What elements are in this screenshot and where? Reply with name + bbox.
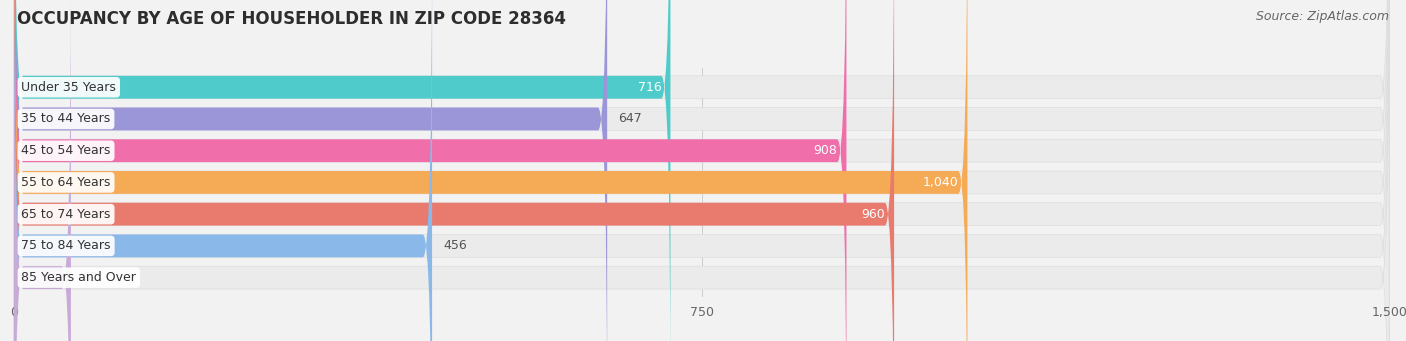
Text: 456: 456 — [443, 239, 467, 252]
Text: 65 to 74 Years: 65 to 74 Years — [21, 208, 111, 221]
FancyBboxPatch shape — [14, 0, 967, 341]
Text: 62: 62 — [82, 271, 97, 284]
Text: 716: 716 — [637, 81, 661, 94]
FancyBboxPatch shape — [14, 0, 671, 341]
Text: 960: 960 — [862, 208, 884, 221]
Text: 55 to 64 Years: 55 to 64 Years — [21, 176, 111, 189]
FancyBboxPatch shape — [14, 0, 846, 341]
FancyBboxPatch shape — [14, 0, 607, 341]
Text: 75 to 84 Years: 75 to 84 Years — [21, 239, 111, 252]
FancyBboxPatch shape — [14, 0, 1389, 341]
FancyBboxPatch shape — [14, 0, 1389, 341]
Text: 45 to 54 Years: 45 to 54 Years — [21, 144, 111, 157]
Text: Under 35 Years: Under 35 Years — [21, 81, 117, 94]
FancyBboxPatch shape — [14, 0, 70, 341]
Text: 647: 647 — [619, 113, 643, 125]
Text: 85 Years and Over: 85 Years and Over — [21, 271, 136, 284]
FancyBboxPatch shape — [14, 0, 1389, 341]
FancyBboxPatch shape — [14, 0, 1389, 341]
Text: OCCUPANCY BY AGE OF HOUSEHOLDER IN ZIP CODE 28364: OCCUPANCY BY AGE OF HOUSEHOLDER IN ZIP C… — [17, 10, 565, 28]
FancyBboxPatch shape — [14, 0, 432, 341]
FancyBboxPatch shape — [14, 0, 1389, 341]
Text: Source: ZipAtlas.com: Source: ZipAtlas.com — [1256, 10, 1389, 23]
FancyBboxPatch shape — [14, 0, 894, 341]
FancyBboxPatch shape — [14, 0, 1389, 341]
Text: 908: 908 — [814, 144, 837, 157]
Text: 35 to 44 Years: 35 to 44 Years — [21, 113, 111, 125]
FancyBboxPatch shape — [14, 0, 1389, 341]
Text: 1,040: 1,040 — [922, 176, 959, 189]
